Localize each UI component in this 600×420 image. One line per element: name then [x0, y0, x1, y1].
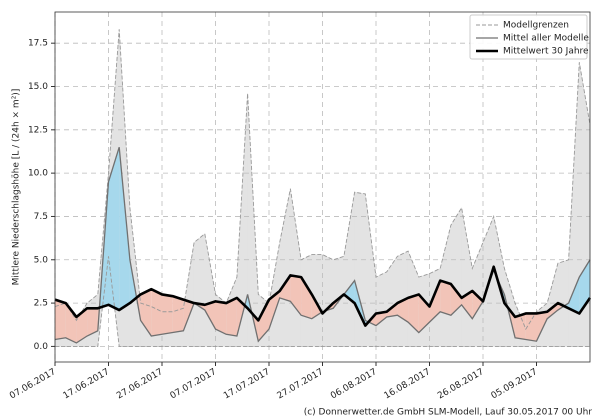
- difference-area: [151, 289, 162, 337]
- model-lower-line: [55, 256, 590, 347]
- y-tick-label: 7.5: [34, 212, 48, 222]
- difference-area: [547, 303, 558, 319]
- difference-area: [226, 297, 237, 337]
- legend-label: Modellgrenzen: [503, 21, 569, 31]
- legend-box: [469, 14, 588, 60]
- model-range-area: [290, 188, 302, 347]
- x-tick-label: 06.08.2017: [329, 367, 379, 401]
- difference-area: [108, 147, 120, 311]
- y-tick-label: 12.5: [28, 125, 48, 135]
- difference-area: [376, 311, 387, 326]
- x-tick-label: 27.07.2017: [276, 367, 326, 401]
- legend: Modellgrenzen Mittel aller Modelle Mittelw…: [469, 14, 589, 60]
- model-range-area: [386, 255, 398, 347]
- model-range-area: [193, 233, 206, 347]
- model-upper-line: [54, 29, 591, 331]
- difference-area: [258, 299, 269, 342]
- x-tick-label: 07.07.2017: [169, 367, 219, 401]
- x-tick-label: 26.08.2017: [436, 367, 486, 401]
- difference-area: [279, 275, 291, 302]
- model-range-area: [504, 268, 516, 347]
- difference-area: [301, 277, 312, 319]
- difference-area: [525, 313, 537, 342]
- x-tick-label: 16.08.2017: [383, 367, 433, 401]
- difference-area: [515, 313, 526, 340]
- difference-area: [568, 277, 580, 314]
- model-range-area: [204, 233, 216, 347]
- model-range-area: [322, 254, 334, 347]
- y-tick-label: 2.5: [34, 299, 48, 309]
- x-tick-label: 17.07.2017: [222, 367, 272, 401]
- difference-area: [343, 280, 355, 304]
- difference-area: [472, 290, 483, 319]
- difference-area: [162, 294, 173, 335]
- model-range-area: [183, 242, 195, 347]
- model-range-area: [450, 206, 462, 347]
- difference-area: [172, 296, 184, 333]
- climate-mean-line: [54, 265, 592, 327]
- difference-area: [440, 280, 451, 316]
- model-range-area: [375, 271, 387, 347]
- x-tick-label: 17.06.2017: [62, 367, 112, 401]
- difference-area: [290, 275, 302, 316]
- difference-area: [536, 311, 548, 342]
- difference-area: [87, 308, 98, 337]
- legend-label: Mittel aller Modelle: [503, 34, 589, 44]
- difference-area: [461, 290, 473, 319]
- model-range-area: [343, 192, 355, 347]
- y-tick-label: 10.0: [28, 169, 48, 179]
- footer: (c) Donnerwetter.de GmbH SLM-Modell, Lau…: [304, 408, 593, 418]
- y-tick-label: 15.0: [28, 82, 48, 92]
- difference-area: [119, 147, 130, 311]
- x-tick-label: 05.09.2017: [490, 367, 540, 401]
- difference-area: [55, 299, 66, 340]
- y-tick-label: 17.5: [28, 39, 48, 49]
- difference-area: [215, 301, 227, 335]
- model-range-area: [279, 188, 291, 347]
- y-tick-label: 5.0: [34, 255, 49, 265]
- difference-area: [408, 294, 419, 333]
- difference-area: [204, 301, 216, 330]
- y-tick-label: 0.0: [34, 342, 49, 352]
- legend-label: Mittelwert 30 Jahre: [503, 47, 589, 57]
- difference-area: [397, 297, 409, 323]
- y-axis-label: Mittlere Niederschlagshöhe [L / (24h × m…: [12, 89, 22, 286]
- x-tick-label: 07.06.2017: [8, 367, 58, 401]
- difference-area: [65, 303, 77, 343]
- difference-area: [429, 280, 441, 323]
- x-tick-label: 27.06.2017: [115, 367, 165, 401]
- difference-area: [76, 308, 88, 343]
- model-range-area: [461, 207, 473, 347]
